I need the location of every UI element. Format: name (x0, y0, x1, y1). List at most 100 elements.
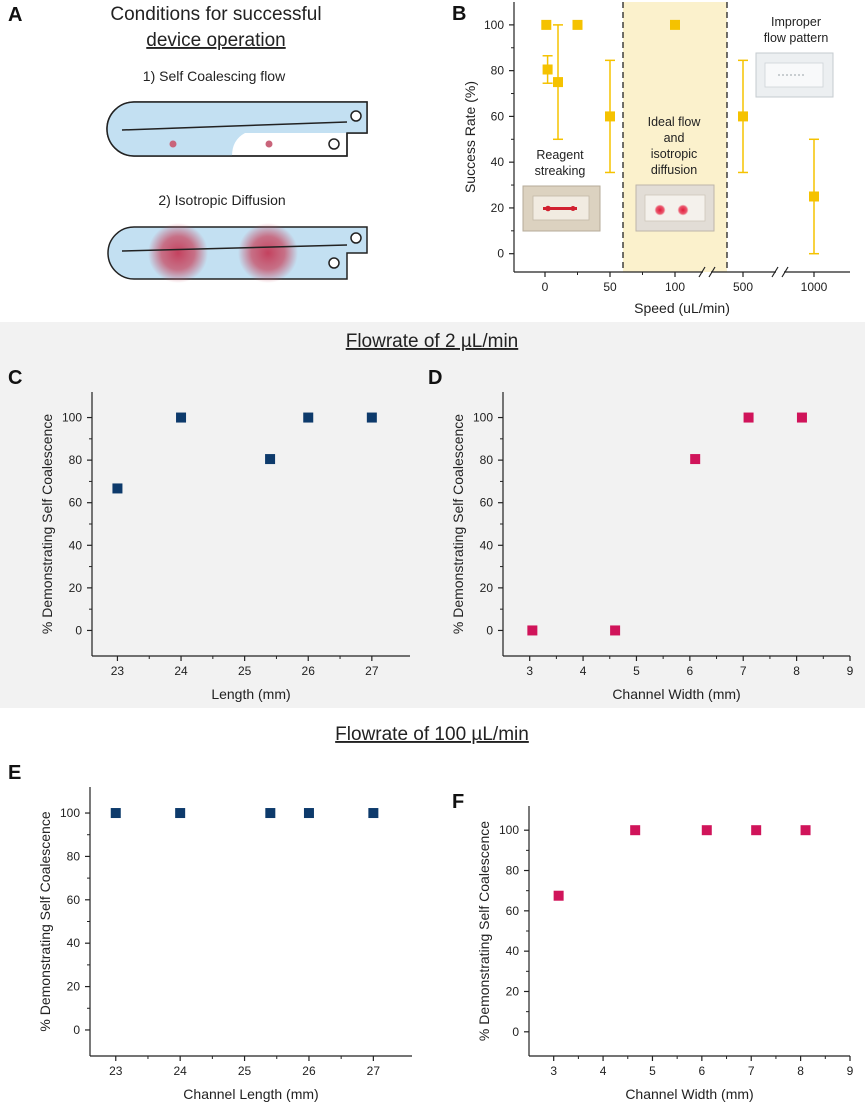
x-tick-label: 23 (111, 664, 125, 678)
data-point (175, 808, 186, 819)
annotation-ideal-line3: isotropic (651, 147, 698, 161)
data-point (743, 412, 754, 423)
x-tick-label: 3 (550, 1064, 557, 1078)
data-point (553, 77, 563, 88)
low-flow-section-background (0, 322, 865, 708)
data-point (605, 111, 615, 122)
data-point (796, 412, 807, 423)
x-axis-label: Channel Width (mm) (612, 686, 740, 702)
x-tick-label: 26 (302, 1064, 316, 1078)
y-tick-label: 60 (491, 109, 505, 123)
data-point (265, 454, 276, 465)
x-tick-label: 6 (699, 1064, 706, 1078)
x-tick-label: 0 (542, 280, 549, 294)
axis-break-mark (771, 266, 779, 278)
data-point (690, 454, 701, 465)
y-tick-label: 60 (69, 496, 83, 510)
x-tick-label: 9 (847, 1064, 854, 1078)
y-tick-label: 0 (497, 247, 504, 261)
x-tick-label: 50 (603, 280, 617, 294)
reagent-streaking-photo (522, 185, 601, 232)
data-point (553, 890, 564, 901)
y-axis-label: % Demonstrating Self Coalescence (476, 821, 492, 1041)
annotation-reagent-line1: Reagent (536, 148, 584, 162)
y-tick-label: 0 (512, 1025, 519, 1039)
x-tick-label: 27 (367, 1064, 381, 1078)
panel-a-letter: A (8, 4, 22, 26)
y-tick-label: 80 (491, 64, 505, 78)
x-tick-label: 3 (526, 664, 533, 678)
y-tick-label: 40 (69, 538, 83, 552)
x-tick-label: 25 (238, 1064, 252, 1078)
x-tick-label: 5 (649, 1064, 656, 1078)
annotation-ideal-line1: Ideal flow (648, 115, 702, 129)
y-tick-label: 100 (473, 411, 493, 425)
data-point (176, 412, 187, 423)
y-tick-label: 100 (62, 411, 82, 425)
y-tick-label: 100 (499, 823, 519, 837)
x-tick-label: 25 (238, 664, 252, 678)
panel-e: E 0 20 40 60 80 100 23 24 25 26 27 Channel Length (m… (8, 762, 412, 1102)
data-point (112, 483, 123, 494)
y-axis-label: % Demonstrating Self Coalescence (39, 414, 55, 634)
x-tick-label: 9 (847, 664, 854, 678)
panel-b-letter: B (452, 3, 466, 25)
panel-f-letter: F (452, 791, 464, 813)
y-tick-label: 100 (484, 18, 504, 32)
y-axis-label: % Demonstrating Self Coalescence (450, 414, 466, 634)
x-tick-label: 23 (109, 1064, 123, 1078)
x-tick-label: 7 (748, 1064, 755, 1078)
panel-e-letter: E (8, 762, 21, 784)
data-point (701, 825, 712, 836)
y-tick-label: 0 (486, 623, 493, 637)
x-tick-label: 26 (302, 664, 316, 678)
data-point (751, 825, 762, 836)
annotation-improper-line2: flow pattern (764, 31, 829, 45)
panel-a: A Conditions for successful device opera… (8, 4, 368, 283)
x-axis-label: Channel Length (mm) (183, 1086, 318, 1102)
x-tick-label: 1000 (801, 280, 828, 294)
data-point (572, 19, 583, 30)
x-tick-label: 100 (665, 280, 685, 294)
y-tick-label: 20 (506, 984, 520, 998)
data-point (368, 808, 379, 819)
annotation-ideal-line4: diffusion (651, 163, 697, 177)
x-tick-label: 8 (797, 1064, 804, 1078)
data-point (110, 808, 121, 819)
y-tick-label: 60 (506, 904, 520, 918)
device-diagram-coalescing (106, 101, 368, 157)
ideal-diffusion-photo (635, 184, 715, 232)
data-point (265, 808, 276, 819)
data-point (541, 19, 552, 30)
y-tick-label: 80 (506, 864, 520, 878)
y-tick-label: 100 (60, 806, 80, 820)
annotation-improper-line1: Improper (771, 15, 821, 29)
data-point (800, 825, 811, 836)
x-axis-label: Speed (uL/min) (634, 300, 730, 316)
data-point (670, 19, 680, 30)
data-point (366, 412, 377, 423)
y-tick-label: 0 (73, 1023, 80, 1037)
y-tick-label: 40 (506, 944, 520, 958)
panel-a-step1: 1) Self Coalescing flow (143, 68, 286, 84)
x-tick-label: 27 (365, 664, 379, 678)
data-point (738, 111, 748, 122)
y-tick-label: 40 (67, 936, 81, 950)
y-tick-label: 40 (480, 538, 494, 552)
low-flow-section-title: Flowrate of 2 µL/min (346, 331, 519, 352)
y-tick-label: 0 (75, 623, 82, 637)
x-tick-label: 4 (580, 664, 587, 678)
x-axis-label: Channel Width (mm) (625, 1086, 753, 1102)
data-point (630, 825, 641, 836)
data-point (303, 412, 314, 423)
y-tick-label: 20 (480, 581, 494, 595)
axis-break-mark (708, 266, 716, 278)
y-axis-label: Success Rate (%) (462, 81, 478, 193)
data-point (527, 625, 538, 636)
annotation-ideal-line2: and (664, 131, 685, 145)
axis-break-mark (781, 266, 789, 278)
y-tick-label: 40 (491, 155, 505, 169)
y-tick-label: 20 (491, 201, 505, 215)
x-tick-label: 24 (174, 664, 188, 678)
panel-a-title-line2: device operation (146, 30, 285, 51)
